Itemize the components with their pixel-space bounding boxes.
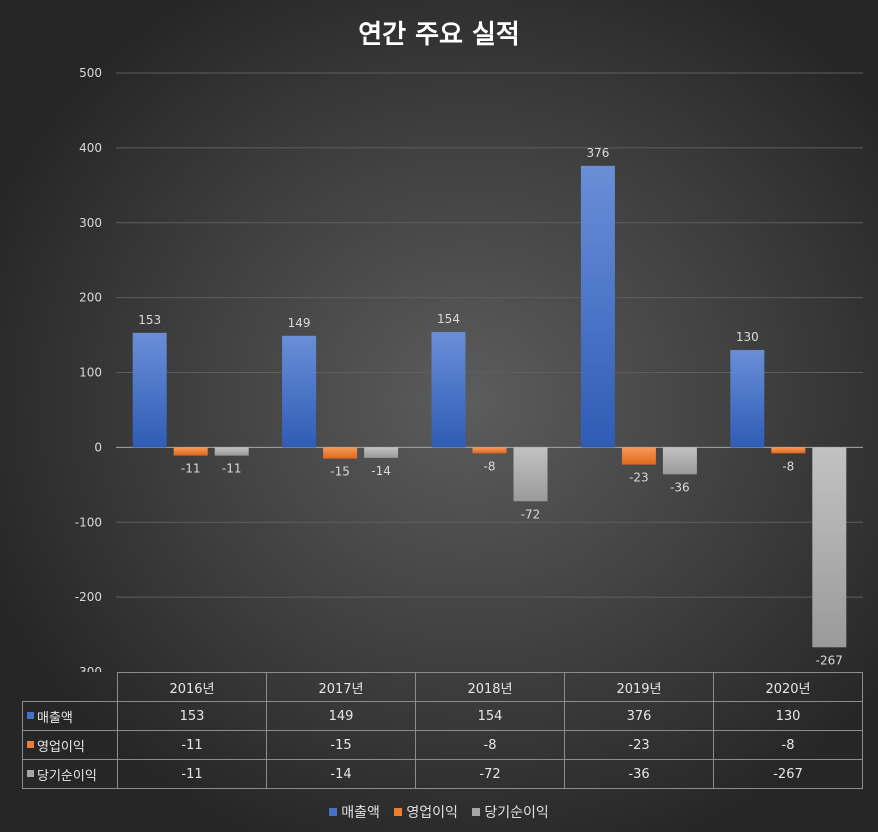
legend: 매출액 영업이익 당기순이익: [0, 802, 878, 822]
data-label: -11: [222, 462, 242, 476]
y-tick-label: 300: [79, 216, 102, 230]
table-row-label-text: 매출액: [37, 710, 73, 726]
data-label: -8: [484, 459, 496, 473]
table-cell: -11: [117, 730, 267, 760]
data-label: 130: [736, 330, 759, 344]
data-label: -14: [371, 464, 391, 478]
table-corner: [22, 672, 118, 702]
y-tick-label: -300: [75, 665, 102, 672]
bar: [282, 335, 317, 448]
table-cell: -14: [266, 759, 416, 789]
legend-label: 당기순이익: [484, 805, 549, 821]
bar: [513, 447, 548, 502]
legend-item-revenue: 매출액: [329, 805, 380, 821]
legend-swatch-icon: [472, 808, 481, 816]
table-header-row: 2016년 2017년 2018년 2019년 2020년: [22, 672, 863, 702]
bar: [621, 447, 656, 465]
table-cell: -267: [713, 759, 863, 789]
table-cell: -8: [713, 730, 863, 760]
table-row-operating-profit: 영업이익 -11 -15 -8 -23 -8: [22, 730, 863, 760]
legend-swatch-icon: [329, 808, 338, 816]
table-header-cell: 2018년: [415, 672, 565, 702]
table-cell: 376: [564, 701, 714, 731]
legend-item-operating-profit: 영업이익: [394, 805, 458, 821]
data-label: -36: [670, 480, 690, 494]
bar: [431, 332, 466, 448]
bar: [173, 447, 208, 456]
data-label: -15: [330, 465, 350, 479]
table-cell: -36: [564, 759, 714, 789]
table-row-label: 당기순이익: [22, 759, 118, 789]
bar: [214, 447, 249, 456]
bar: [132, 332, 167, 448]
table-cell: 154: [415, 701, 565, 731]
table-cell: -8: [415, 730, 565, 760]
chart-title: 연간 주요 실적: [358, 20, 520, 50]
table-header-cell: 2017년: [266, 672, 416, 702]
table-header-cell: 2020년: [713, 672, 863, 702]
plot-area: -300 -200 -100 0 100 200 300 400 500 153 -11 -11 149…: [75, 66, 863, 672]
legend-item-net-income: 당기순이익: [472, 805, 549, 821]
y-tick-label: 500: [79, 66, 102, 80]
series-swatch-icon: [27, 740, 34, 748]
table-row-label: 매출액: [22, 701, 118, 731]
y-tick-label: 400: [79, 141, 102, 155]
data-label: 149: [288, 316, 311, 330]
series-swatch-icon: [27, 711, 34, 719]
data-table: 2016년 2017년 2018년 2019년 2020년 매출액 153 14…: [22, 672, 863, 789]
table-cell: -72: [415, 759, 565, 789]
y-tick-label: -200: [75, 590, 102, 604]
data-label: -11: [181, 462, 201, 476]
table-row-label-text: 영업이익: [37, 739, 85, 755]
table-cell: -23: [564, 730, 714, 760]
table-row-label: 영업이익: [22, 730, 118, 760]
series-swatch-icon: [27, 769, 34, 777]
bar: [580, 165, 615, 448]
table-header-cell: 2019년: [564, 672, 714, 702]
table-cell: -15: [266, 730, 416, 760]
table-row-label-text: 당기순이익: [37, 768, 97, 784]
y-tick-label: -100: [75, 515, 102, 529]
legend-label: 매출액: [341, 805, 380, 821]
table-cell: 153: [117, 701, 267, 731]
y-tick-label: 100: [79, 366, 102, 380]
table-row-net-income: 당기순이익 -11 -14 -72 -36 -267: [22, 759, 863, 789]
legend-swatch-icon: [394, 808, 403, 816]
bar: [730, 350, 765, 448]
legend-label: 영업이익: [406, 805, 458, 821]
bar: [472, 447, 507, 454]
table-row-revenue: 매출액 153 149 154 376 130: [22, 701, 863, 731]
table-cell: 130: [713, 701, 863, 731]
bar: [771, 447, 806, 454]
data-label: -72: [521, 507, 541, 521]
bar: [323, 447, 358, 459]
data-label: -8: [782, 459, 794, 473]
data-label: 154: [437, 312, 460, 326]
bar: [364, 447, 399, 458]
bar: [812, 447, 847, 648]
table-cell: 149: [266, 701, 416, 731]
table-cell: -11: [117, 759, 267, 789]
data-label: -267: [816, 653, 843, 667]
y-tick-label: 200: [79, 291, 102, 305]
data-label: 153: [138, 313, 161, 327]
table-header-cell: 2016년: [117, 672, 267, 702]
y-tick-label: 0: [94, 440, 102, 454]
data-label: 376: [586, 146, 609, 160]
bar: [662, 447, 697, 475]
data-label: -23: [629, 471, 649, 485]
